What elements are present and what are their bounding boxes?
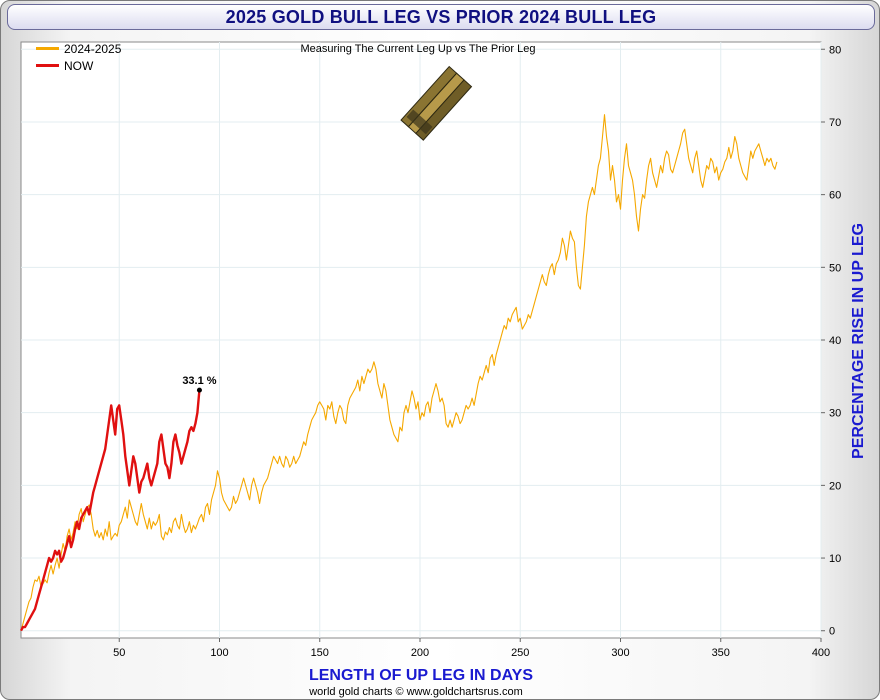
- y-tick-label: 50: [829, 262, 841, 274]
- y-tick-label: 40: [829, 335, 841, 347]
- chart-subtitle: Measuring The Current Leg Up vs The Prio…: [301, 43, 536, 55]
- x-tick-label: 100: [210, 647, 228, 659]
- x-tick-label: 250: [511, 647, 529, 659]
- y-axis-ticks: 0 10 20 30 40 50 60 70 80: [821, 44, 841, 638]
- x-tick-label: 150: [311, 647, 329, 659]
- x-tick-label: 200: [411, 647, 429, 659]
- x-tick-label: 50: [113, 647, 125, 659]
- y-tick-label: 0: [829, 626, 835, 638]
- y-tick-label: 60: [829, 190, 841, 202]
- x-axis-title: LENGTH OF UP LEG IN DAYS: [309, 667, 533, 684]
- y-tick-label: 70: [829, 117, 841, 129]
- annotation-label: 33.1 %: [182, 375, 216, 387]
- legend: 2024-2025 NOW: [36, 42, 122, 73]
- legend-label-now: NOW: [64, 59, 94, 73]
- x-tick-label: 350: [712, 647, 730, 659]
- title-bar: 2025 GOLD BULL LEG VS PRIOR 2024 BULL LE…: [7, 4, 875, 30]
- credit-text: world gold charts © www.goldchartsrus.co…: [308, 686, 523, 698]
- y-tick-label: 30: [829, 408, 841, 420]
- y-axis-title: PERCENTAGE RISE IN UP LEG: [850, 223, 867, 459]
- x-axis-ticks: 50 100 150 200 250 300 350 400: [113, 638, 830, 659]
- y-tick-label: 10: [829, 553, 841, 565]
- annotation-marker: [196, 387, 202, 393]
- y-tick-label: 80: [829, 44, 841, 56]
- gold-bars-logo: [400, 65, 473, 141]
- series-layer: [19, 114, 778, 632]
- y-tick-label: 20: [829, 480, 841, 492]
- legend-label-2024-2025: 2024-2025: [64, 42, 122, 56]
- grid-lines: [21, 42, 822, 638]
- series-line-now: [19, 390, 201, 632]
- x-tick-label: 400: [812, 647, 830, 659]
- series-line-2024-2025: [20, 114, 778, 631]
- page-title: 2025 GOLD BULL LEG VS PRIOR 2024 BULL LE…: [225, 7, 657, 27]
- x-tick-label: 300: [611, 647, 629, 659]
